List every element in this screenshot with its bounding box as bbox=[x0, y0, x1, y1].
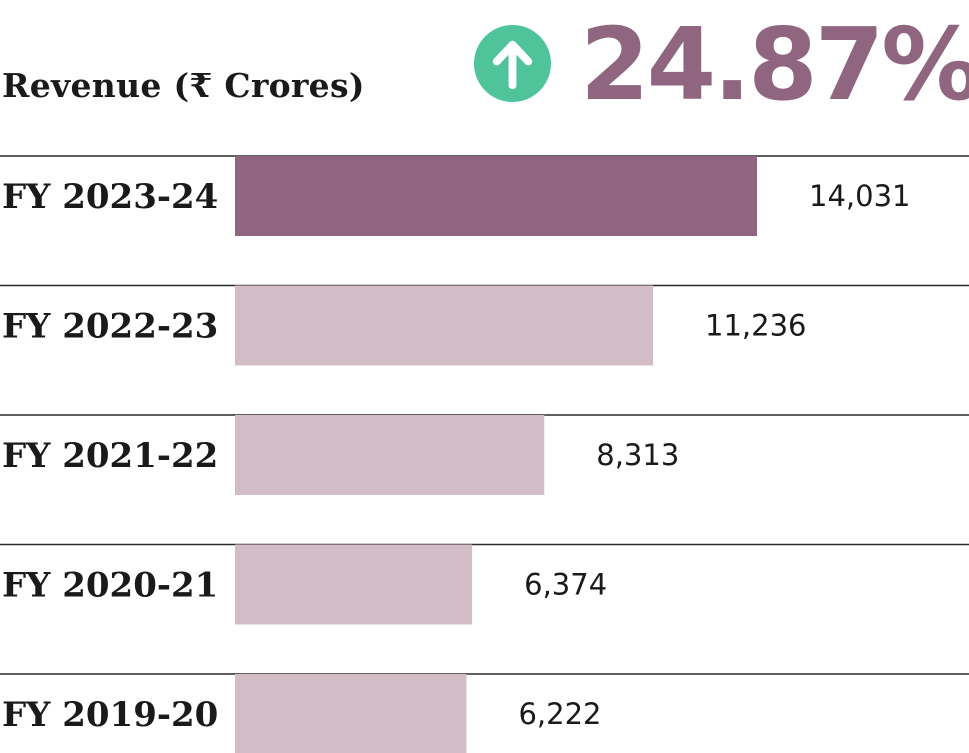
bar bbox=[235, 674, 467, 753]
value-label: 11,236 bbox=[705, 309, 806, 343]
chart-title: Revenue (₹ Crores) bbox=[2, 66, 365, 105]
category-label: FY 2023-24 bbox=[2, 177, 218, 217]
value-label: 6,374 bbox=[524, 568, 607, 602]
category-label: FY 2022-23 bbox=[2, 307, 218, 347]
category-label: FY 2021-22 bbox=[2, 436, 218, 476]
growth-icon-arrow bbox=[492, 40, 533, 90]
arrow-up-circle-icon bbox=[473, 24, 552, 103]
value-label: 6,222 bbox=[518, 697, 601, 731]
value-label: 8,313 bbox=[596, 438, 679, 472]
category-label: FY 2019-20 bbox=[2, 695, 218, 735]
bar bbox=[235, 285, 654, 366]
bar bbox=[235, 156, 757, 236]
value-label: 14,031 bbox=[809, 179, 910, 213]
category-label: FY 2020-21 bbox=[2, 566, 218, 606]
chart-header: Revenue (₹ Crores) 24.87% bbox=[0, 0, 969, 156]
bar bbox=[235, 415, 545, 495]
growth-percentage: 24.87% bbox=[580, 6, 969, 123]
bar bbox=[235, 544, 473, 625]
